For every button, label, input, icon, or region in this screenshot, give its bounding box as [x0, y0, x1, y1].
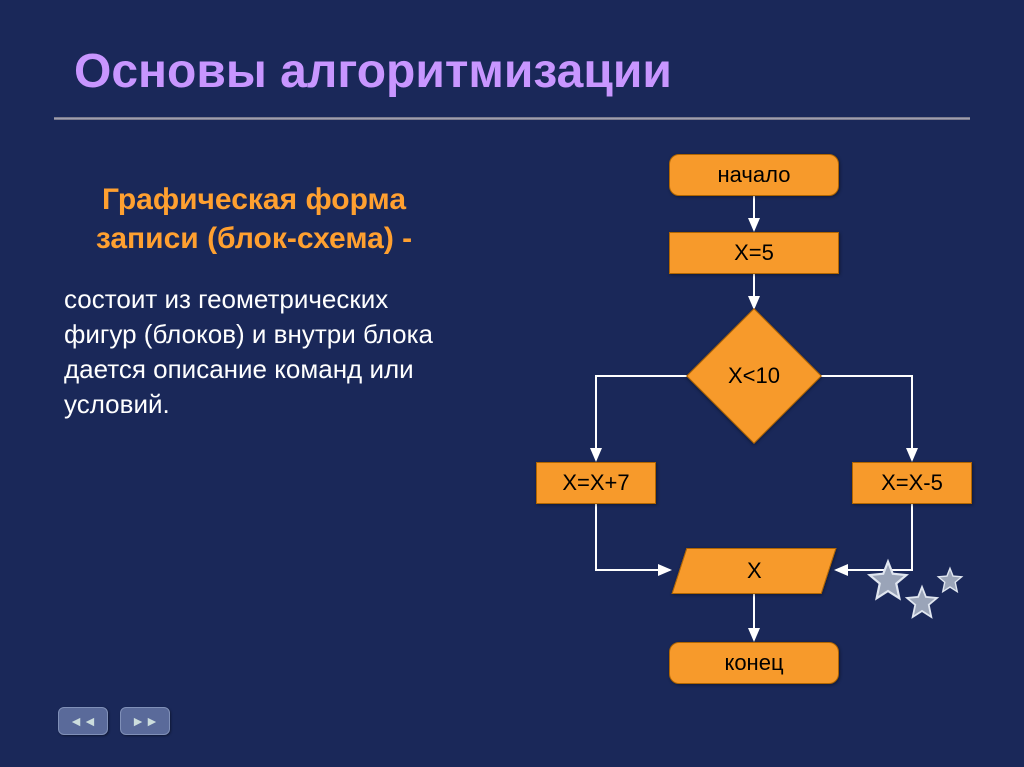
- subtitle: Графическая форма записи (блок-схема) -: [54, 180, 454, 258]
- flowchart-end: конец: [669, 642, 839, 684]
- node-label: X: [747, 558, 762, 584]
- node-label: X<10: [728, 363, 780, 389]
- star-icon: [904, 584, 940, 620]
- flowchart-start: начало: [669, 154, 839, 196]
- flowchart-output: X: [672, 548, 837, 594]
- prev-button[interactable]: ◄◄: [58, 707, 108, 735]
- next-button[interactable]: ►►: [120, 707, 170, 735]
- slide-title: Основы алгоритмизации: [14, 14, 1010, 109]
- text-column: Графическая форма записи (блок-схема) - …: [54, 150, 474, 710]
- node-label: начало: [718, 162, 791, 188]
- content-area: Графическая форма записи (блок-схема) - …: [14, 120, 1010, 710]
- prev-icon: ◄◄: [69, 713, 97, 729]
- flowchart: начало X=5 X<10 X=X+7 X=X-5 X конец: [474, 150, 990, 710]
- node-label: X=X+7: [562, 470, 629, 496]
- slide: Основы алгоритмизации Графическая форма …: [14, 14, 1010, 753]
- flowchart-assign: X=5: [669, 232, 839, 274]
- flowchart-right-branch: X=X-5: [852, 462, 972, 504]
- nav-buttons: ◄◄ ►►: [58, 707, 170, 735]
- node-label: конец: [724, 650, 783, 676]
- next-icon: ►►: [131, 713, 159, 729]
- flowchart-left-branch: X=X+7: [536, 462, 656, 504]
- node-label: X=X-5: [881, 470, 943, 496]
- body-text: состоит из геометрических фигур (блоков)…: [54, 282, 454, 422]
- star-icon: [936, 566, 964, 594]
- node-label: X=5: [734, 240, 774, 266]
- flowchart-condition: X<10: [686, 308, 822, 444]
